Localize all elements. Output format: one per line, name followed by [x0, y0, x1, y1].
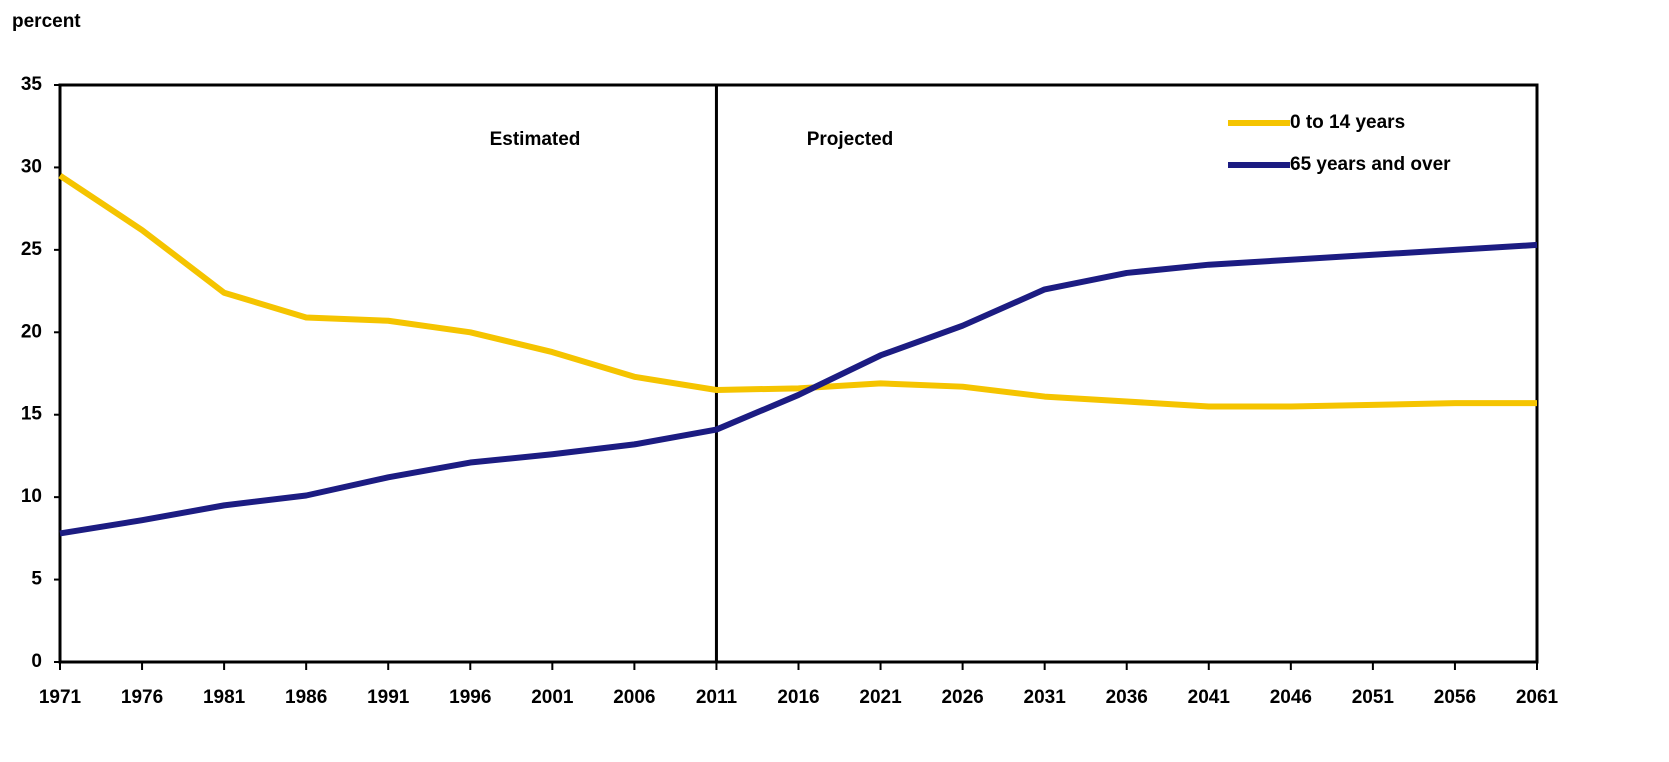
x-tick-label: 1991	[367, 687, 410, 708]
y-tick-label: 25	[21, 239, 43, 260]
x-tick-label: 1996	[449, 687, 491, 708]
x-tick-label: 2016	[777, 687, 819, 708]
y-tick-label: 5	[31, 569, 42, 590]
annotation: Estimated	[490, 129, 581, 150]
x-tick-label: 2056	[1434, 687, 1476, 708]
y-tick-label: 10	[21, 486, 42, 507]
x-tick-label: 2036	[1106, 687, 1148, 708]
x-tick-label: 2031	[1024, 687, 1067, 708]
x-tick-label: 2021	[859, 687, 902, 708]
x-tick-label: 1971	[39, 687, 82, 708]
x-tick-label: 2011	[696, 687, 738, 708]
y-tick-label: 15	[21, 404, 43, 425]
y-tick-label: 35	[21, 74, 43, 95]
x-tick-label: 2061	[1516, 687, 1559, 708]
x-tick-label: 1986	[285, 687, 327, 708]
legend-label: 0 to 14 years	[1290, 112, 1405, 133]
series-line	[58, 173, 1537, 410]
x-tick-label: 2051	[1352, 687, 1395, 708]
y-tick-label: 0	[31, 651, 42, 672]
x-tick-label: 2041	[1188, 687, 1231, 708]
series-line	[59, 241, 1538, 537]
x-tick-label: 1976	[121, 687, 163, 708]
x-tick-label: 2006	[613, 687, 655, 708]
y-axis-label: percent	[12, 11, 81, 32]
legend-label: 65 years and over	[1290, 154, 1451, 175]
x-tick-label: 2026	[941, 687, 983, 708]
x-tick-label: 1981	[203, 687, 246, 708]
y-tick-label: 20	[21, 321, 42, 342]
y-tick-label: 30	[21, 156, 42, 177]
x-tick-label: 2046	[1270, 687, 1312, 708]
x-tick-label: 2001	[531, 687, 574, 708]
annotation: Projected	[807, 129, 894, 150]
